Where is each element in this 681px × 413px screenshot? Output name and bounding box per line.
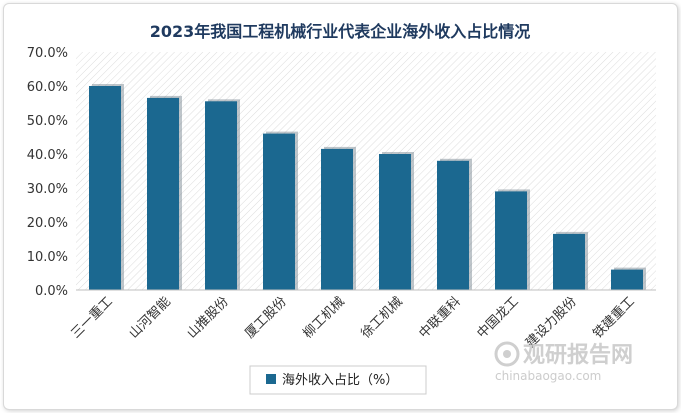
y-tick-label: 10.0% (27, 250, 68, 265)
bar (611, 269, 643, 290)
x-tick-label: 铁建重工 (590, 294, 638, 342)
x-tick-label: 中国龙工 (474, 294, 521, 341)
watermark: 观研报告网 chinabaogao.com (494, 341, 633, 383)
x-tick-label: 山河智能 (126, 294, 173, 341)
legend: 海外收入占比（%） (249, 365, 427, 395)
bar (321, 148, 353, 290)
bar (89, 86, 121, 290)
y-tick-label: 40.0% (27, 148, 68, 163)
bars-group (89, 84, 646, 291)
bar (205, 101, 237, 290)
x-tick-label: 中联重科 (416, 294, 464, 342)
bar (495, 191, 527, 290)
bar (553, 233, 585, 290)
x-tick-label: 三一重工 (68, 294, 116, 342)
y-tick-label: 70.0% (27, 46, 68, 61)
x-tick-label: 山推股份 (184, 294, 231, 341)
y-tick-label: 0.0% (35, 284, 68, 299)
y-tick-label: 20.0% (27, 216, 68, 231)
watermark-brand: 观研报告网 (523, 343, 633, 368)
watermark-logo-icon (494, 341, 520, 367)
legend-box (249, 365, 427, 395)
x-axis: 三一重工 山河智能 山推股份 厦工股份 柳工机械 徐工机械 中联重科 中国龙工 建设力股份 铁建重… (68, 289, 656, 351)
bar (437, 160, 469, 290)
legend-swatch (266, 374, 276, 384)
y-tick-label: 30.0% (27, 182, 68, 197)
y-tick-label: 50.0% (27, 114, 68, 129)
y-tick-label: 60.0% (27, 80, 68, 95)
legend-label: 海外收入占比（%） (282, 373, 398, 388)
bar (379, 154, 411, 290)
chart-title: 2023年我国工程机械行业代表企业海外收入占比情况 (150, 22, 531, 41)
x-tick-label: 柳工机械 (300, 294, 347, 341)
y-axis: 0.0% 10.0% 20.0% 30.0% 40.0% 50.0% 60.0% 70.0% (27, 46, 68, 299)
watermark-url: chinabaogao.com (495, 369, 601, 383)
bar (263, 133, 295, 290)
bar (147, 97, 179, 291)
x-tick-label: 厦工股份 (242, 294, 289, 341)
x-tick-label: 徐工机械 (358, 294, 405, 341)
